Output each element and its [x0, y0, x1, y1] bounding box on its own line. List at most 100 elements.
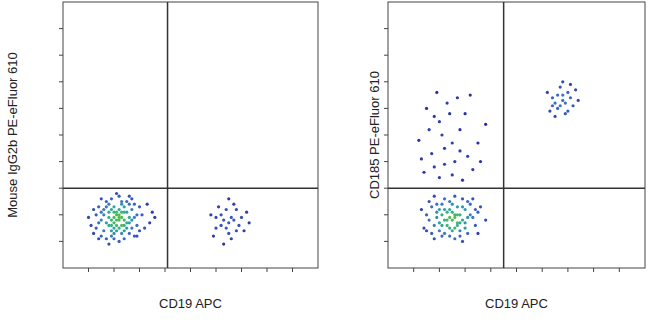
event-dot	[438, 176, 441, 179]
event-dot	[456, 224, 459, 227]
x-tick	[439, 268, 440, 272]
event-dot	[566, 109, 569, 112]
event-dot	[120, 211, 123, 214]
event-dot	[112, 227, 115, 230]
event-dot	[148, 221, 151, 224]
y-tick	[59, 28, 63, 29]
event-dot	[433, 224, 436, 227]
event-dot	[458, 234, 461, 237]
event-dot	[559, 86, 562, 89]
event-dot	[248, 221, 251, 224]
event-dot	[440, 224, 443, 227]
x-tick	[139, 268, 140, 272]
y-tick	[384, 28, 388, 29]
event-dot	[443, 163, 446, 166]
event-dot	[466, 232, 469, 235]
event-dot	[230, 237, 233, 240]
event-dot	[425, 107, 428, 110]
event-dot	[469, 94, 472, 97]
event-dot	[97, 205, 100, 208]
x-axis-label: CD19 APC	[485, 296, 548, 311]
event-dot	[476, 232, 479, 235]
event-dot	[112, 216, 115, 219]
event-dot	[458, 221, 461, 224]
event-dot	[135, 224, 138, 227]
points	[417, 80, 580, 243]
event-dot	[225, 227, 228, 230]
event-dot	[569, 83, 572, 86]
event-dot	[227, 232, 230, 235]
event-dot	[569, 96, 572, 99]
figure: CD19 APCMouse IgG2b PE-eFluor 610CD19 AP…	[0, 0, 650, 325]
event-dot	[220, 224, 223, 227]
event-dot	[456, 96, 459, 99]
event-dot	[446, 101, 449, 104]
event-dot	[235, 229, 238, 232]
event-dot	[469, 203, 472, 206]
event-dot	[125, 227, 128, 230]
event-dot	[469, 213, 472, 216]
event-dot	[146, 203, 149, 206]
event-dot	[212, 234, 215, 237]
event-dot	[448, 200, 451, 203]
event-dot	[140, 213, 143, 216]
event-dot	[461, 240, 464, 243]
y-tick	[59, 241, 63, 242]
y-axis-label: Mouse IgG2b PE-eFluor 610	[5, 52, 20, 217]
y-tick	[384, 55, 388, 56]
event-dot	[230, 216, 233, 219]
y-tick	[384, 214, 388, 215]
event-dot	[225, 208, 228, 211]
event-dot	[474, 208, 477, 211]
event-dot	[112, 237, 115, 240]
event-dot	[130, 208, 133, 211]
event-dot	[448, 216, 451, 219]
event-dot	[484, 123, 487, 126]
x-tick	[542, 268, 543, 272]
event-dot	[466, 216, 469, 219]
event-dot	[110, 208, 113, 211]
x-tick	[292, 268, 293, 272]
event-dot	[128, 232, 131, 235]
event-dot	[422, 171, 425, 174]
event-dot	[561, 94, 564, 97]
event-dot	[464, 208, 467, 211]
event-dot	[118, 213, 121, 216]
event-dot	[112, 205, 115, 208]
event-dot	[115, 224, 118, 227]
event-dot	[471, 168, 474, 171]
event-dot	[438, 229, 441, 232]
event-dot	[443, 197, 446, 200]
event-dot	[479, 160, 482, 163]
event-dot	[115, 219, 118, 222]
event-dot	[123, 224, 126, 227]
event-dot	[446, 211, 449, 214]
event-dot	[564, 112, 567, 115]
event-dot	[135, 234, 138, 237]
event-dot	[123, 205, 126, 208]
event-dot	[458, 229, 461, 232]
event-dot	[466, 155, 469, 158]
event-dot	[435, 91, 438, 94]
event-dot	[92, 208, 95, 211]
x-tick	[516, 268, 517, 272]
event-dot	[100, 219, 103, 222]
panel: CD19 APCMouse IgG2b PE-eFluor 610	[5, 2, 318, 311]
event-dot	[237, 224, 240, 227]
event-dot	[446, 224, 449, 227]
event-dot	[118, 227, 121, 230]
event-dot	[214, 216, 217, 219]
event-dot	[546, 91, 549, 94]
event-dot	[428, 128, 431, 131]
event-dot	[451, 173, 454, 176]
points	[87, 192, 251, 246]
event-dot	[138, 229, 141, 232]
event-dot	[574, 88, 577, 91]
event-dot	[559, 104, 562, 107]
event-dot	[105, 221, 108, 224]
event-dot	[245, 211, 248, 214]
event-dot	[440, 133, 443, 136]
event-dot	[92, 232, 95, 235]
event-dot	[443, 232, 446, 235]
event-dot	[130, 197, 133, 200]
